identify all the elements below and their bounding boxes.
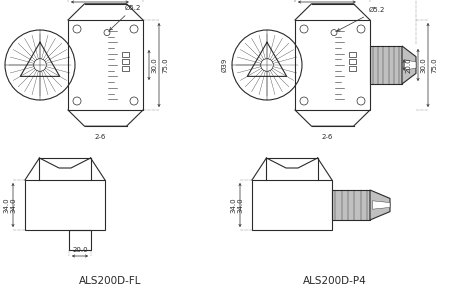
Bar xyxy=(68,20,143,110)
Bar xyxy=(69,230,91,250)
Text: ALS200D-P4: ALS200D-P4 xyxy=(303,276,367,286)
Bar xyxy=(252,180,332,230)
Text: 75.0: 75.0 xyxy=(431,57,437,73)
Text: Ø39: Ø39 xyxy=(222,58,228,72)
Bar xyxy=(349,52,356,57)
Polygon shape xyxy=(372,201,390,209)
Bar xyxy=(332,190,370,220)
Text: Ø39: Ø39 xyxy=(0,58,1,72)
Text: Ø5.2: Ø5.2 xyxy=(337,7,386,31)
Polygon shape xyxy=(370,190,390,220)
Text: 34.0: 34.0 xyxy=(230,197,236,213)
Bar xyxy=(122,65,129,70)
Text: 2-6: 2-6 xyxy=(321,134,333,140)
Text: 30.0: 30.0 xyxy=(420,57,426,73)
Text: Ø5.2: Ø5.2 xyxy=(109,5,141,30)
Bar xyxy=(25,180,105,230)
Bar xyxy=(349,59,356,64)
Text: 34.0: 34.0 xyxy=(10,197,16,213)
Bar xyxy=(370,46,402,84)
Text: 20.0: 20.0 xyxy=(72,247,88,253)
Text: 34.0: 34.0 xyxy=(237,197,243,213)
Bar xyxy=(295,20,370,110)
Text: 20.0: 20.0 xyxy=(406,57,412,73)
Text: 75.0: 75.0 xyxy=(162,57,168,73)
Text: 30.0: 30.0 xyxy=(151,57,157,73)
Bar xyxy=(122,52,129,57)
Polygon shape xyxy=(404,60,416,70)
Bar xyxy=(122,59,129,64)
Polygon shape xyxy=(402,46,416,84)
Text: 2-6: 2-6 xyxy=(94,134,106,140)
Text: ALS200D-FL: ALS200D-FL xyxy=(79,276,141,286)
Bar xyxy=(349,65,356,70)
Text: 34.0: 34.0 xyxy=(3,197,9,213)
